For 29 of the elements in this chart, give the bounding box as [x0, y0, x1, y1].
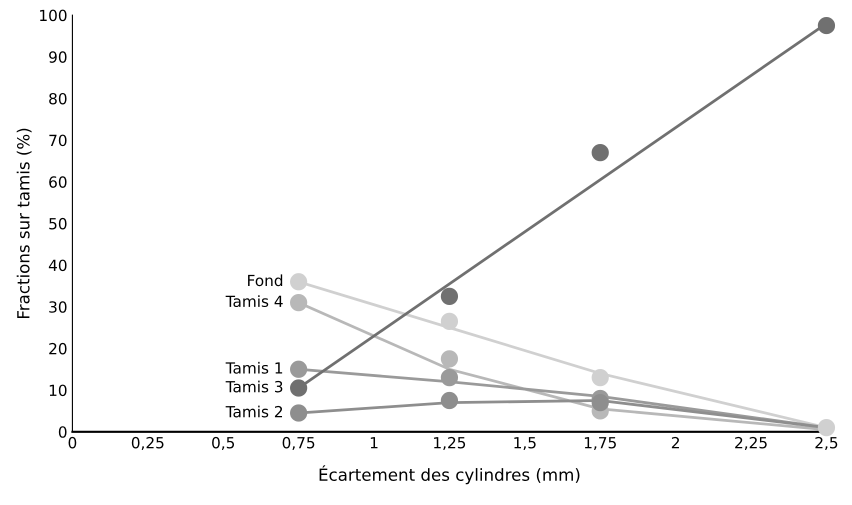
y-tick-label: 40: [48, 260, 67, 272]
y-tick-label: 20: [49, 342, 67, 354]
series-label: Tamis 4: [226, 295, 283, 308]
y-tick-label: 100: [40, 10, 67, 22]
x-tick-label: 0: [68, 436, 76, 448]
x-tick-label: 2,5: [815, 436, 838, 450]
x-tick-label: 0,5: [212, 436, 234, 450]
series-label: Tamis 1: [226, 362, 282, 374]
x-tick-label: 1,75: [584, 437, 616, 450]
y-tick-label: 0: [58, 426, 67, 438]
x-tick-label: 0,75: [282, 436, 314, 450]
series-label: Fond: [248, 274, 282, 286]
x-tick-label: 2,25: [735, 436, 767, 450]
series-label: Tamis 2: [226, 406, 282, 418]
x-tick-label: 2: [672, 436, 679, 448]
y-tick-label: 30: [49, 301, 67, 313]
x-tick-label: 1,25: [434, 436, 466, 450]
y-tick-label: 90: [49, 51, 67, 63]
y-tick-label: 80: [49, 92, 67, 104]
y-tick-label: 50: [49, 218, 67, 230]
y-axis-title: Fractions sur tamis (%): [16, 128, 32, 318]
series-label: Tamis 3: [226, 380, 282, 392]
x-tick-label: 1,5: [514, 437, 536, 450]
y-tick-label: 70: [49, 134, 67, 146]
x-axis-title: Écartement des cylindres (mm): [320, 465, 580, 484]
x-tick-label: 1: [370, 437, 378, 448]
x-tick-label: 0,25: [132, 436, 164, 450]
y-tick-label: 60: [49, 176, 67, 188]
y-tick-label: 10: [50, 384, 67, 396]
